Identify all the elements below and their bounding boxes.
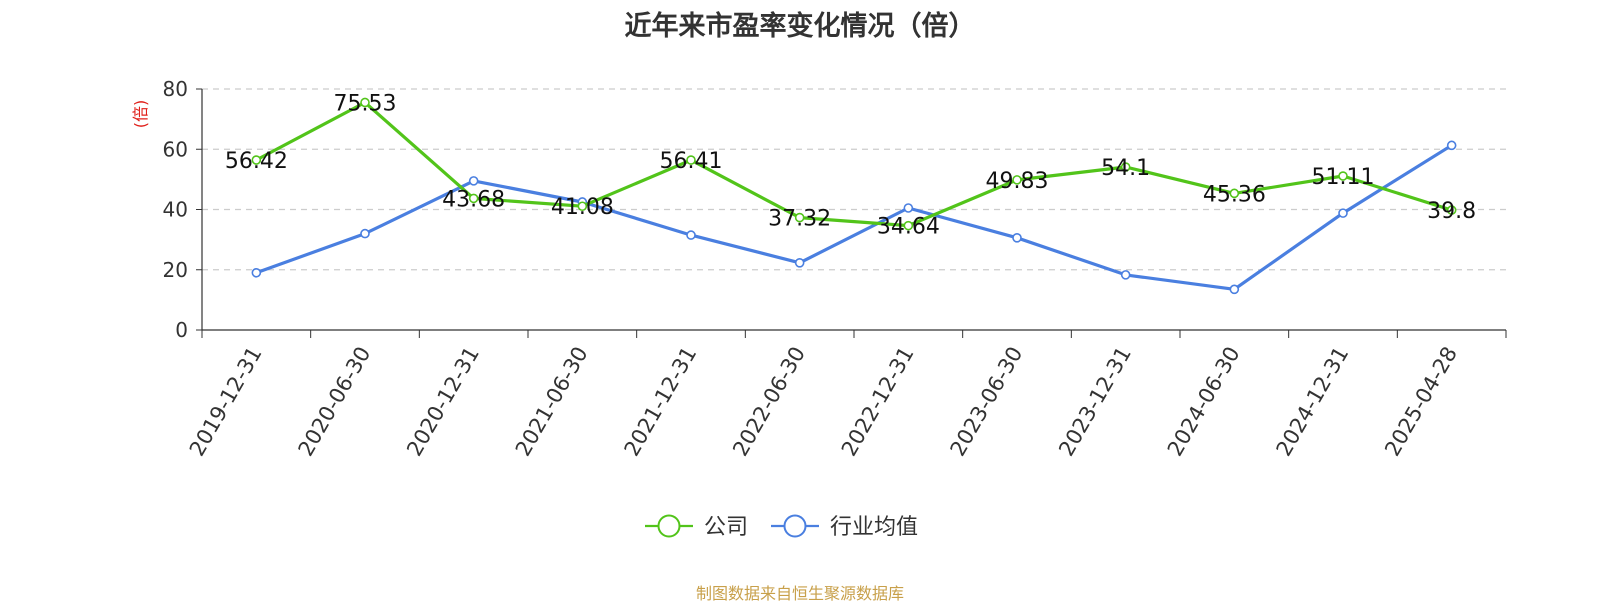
industry-point: [1229, 284, 1240, 295]
x-tick-label: 2022-06-30: [728, 343, 810, 461]
x-tick-label: 2024-06-30: [1163, 343, 1245, 461]
y-tick-label: 0: [175, 318, 188, 342]
company-point: [1012, 175, 1022, 185]
company-point: [1120, 162, 1131, 172]
industry-point: [903, 203, 914, 213]
x-tick-label: 2021-06-30: [511, 343, 593, 461]
data-label: 75.53: [334, 91, 397, 116]
data-label: 34.64: [877, 215, 940, 240]
y-tick-label: 20: [163, 258, 188, 282]
industry-point: [1120, 270, 1131, 280]
legend: 公司 行业均值: [645, 514, 918, 540]
legend-label: 行业均值: [830, 515, 918, 540]
axes: 0 20 40 60 80 (倍) 2019-12-31 2020-06-30 2020-12-…: [131, 77, 1507, 461]
x-tick-label: 2024-12-31: [1272, 343, 1354, 461]
x-tick-label: 2022-12-31: [837, 343, 919, 461]
data-label: 49.83: [986, 169, 1049, 194]
legend-marker: [783, 514, 807, 538]
series-line-industry: [255, 143, 1453, 291]
data-label: 41.08: [551, 195, 614, 220]
industry-point: [468, 176, 479, 186]
series-lines: [251, 97, 1457, 295]
x-tick-label: 2020-12-31: [402, 343, 484, 461]
y-tick-label: 80: [163, 77, 188, 101]
grid-lines: [202, 88, 1506, 271]
company-point: [251, 155, 262, 165]
x-tick-label: 2025-04-28: [1380, 343, 1462, 461]
data-label: 56.41: [660, 149, 723, 174]
legend-marker: [657, 514, 681, 538]
source-footer: 制图数据来自恒生聚源数据库: [695, 584, 904, 603]
x-tick-label: 2023-12-31: [1054, 343, 1136, 461]
industry-point: [251, 267, 262, 278]
company-point: [903, 220, 914, 231]
company-point: [1446, 205, 1457, 215]
legend-item-industry[interactable]: 行业均值: [771, 514, 918, 540]
x-tick-label: 2019-12-31: [185, 343, 267, 461]
company-point: [794, 212, 805, 223]
data-label: 56.42: [225, 149, 288, 174]
x-tick-label: 2020-06-30: [294, 343, 376, 461]
data-labels: 56.42 75.53 43.68 41.08 56.41 37.32 34.64 49.83…: [225, 91, 1476, 239]
legend-label: 公司: [704, 515, 748, 540]
industry-point: [686, 230, 696, 240]
company-point: [1338, 171, 1348, 181]
industry-point: [1338, 208, 1348, 218]
chart-title: 近年来市盈率变化情况（倍）: [624, 11, 976, 42]
data-label: 43.68: [442, 187, 505, 212]
y-axis-label: (倍): [131, 100, 150, 129]
y-tick-label: 60: [163, 137, 188, 161]
series-line-company: [255, 100, 1453, 228]
x-tick-label: 2021-12-31: [620, 343, 702, 461]
data-label: 37.32: [768, 207, 831, 232]
data-label: 45.36: [1203, 182, 1266, 207]
data-label: 39.8: [1427, 199, 1476, 224]
industry-point: [360, 228, 370, 239]
company-point: [577, 201, 588, 212]
company-point: [468, 193, 479, 204]
data-label: 51.11: [1312, 165, 1375, 190]
industry-point: [794, 258, 805, 268]
y-tick-label: 40: [163, 198, 188, 222]
company-point: [1229, 188, 1240, 199]
company-point: [360, 97, 370, 108]
legend-item-company[interactable]: 公司: [645, 514, 748, 540]
company-point: [686, 155, 696, 165]
data-label: 54.1: [1101, 156, 1150, 181]
x-tick-label: 2023-06-30: [946, 343, 1028, 461]
industry-point: [1446, 140, 1457, 151]
industry-point: [1012, 233, 1022, 243]
